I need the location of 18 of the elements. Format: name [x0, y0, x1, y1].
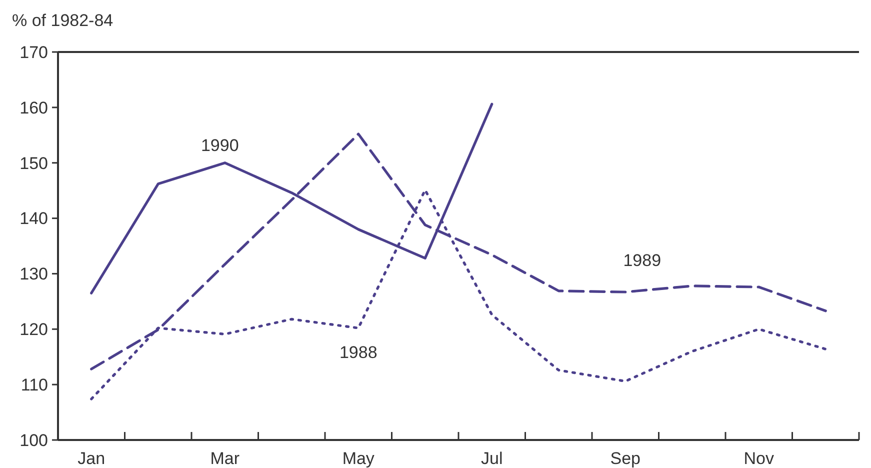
y-tick-label: 140	[20, 209, 48, 228]
y-tick-label: 110	[20, 376, 48, 395]
y-tick-label: 170	[20, 42, 48, 62]
y-axis-title: % of 1982-84	[12, 11, 114, 30]
x-tick-label: Jan	[78, 449, 106, 468]
x-tick-label: Sep	[610, 449, 640, 468]
y-tick-label: 130	[20, 264, 48, 284]
series-label: 1990	[200, 136, 239, 155]
x-tick-label: Jul	[481, 449, 503, 468]
series-label: 1988	[339, 343, 378, 362]
y-tick-label: 160	[20, 98, 48, 118]
series-label: 1989	[623, 250, 662, 270]
y-tick-label: 150	[20, 154, 48, 173]
y-tick-label: 120	[20, 320, 48, 340]
x-tick-label: May	[342, 449, 375, 468]
x-tick-label: Mar	[210, 449, 240, 468]
y-tick-label: 100	[20, 430, 48, 450]
x-tick-label: Nov	[744, 449, 774, 468]
